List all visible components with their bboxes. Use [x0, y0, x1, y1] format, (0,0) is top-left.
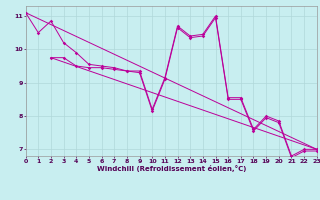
X-axis label: Windchill (Refroidissement éolien,°C): Windchill (Refroidissement éolien,°C) [97, 165, 246, 172]
